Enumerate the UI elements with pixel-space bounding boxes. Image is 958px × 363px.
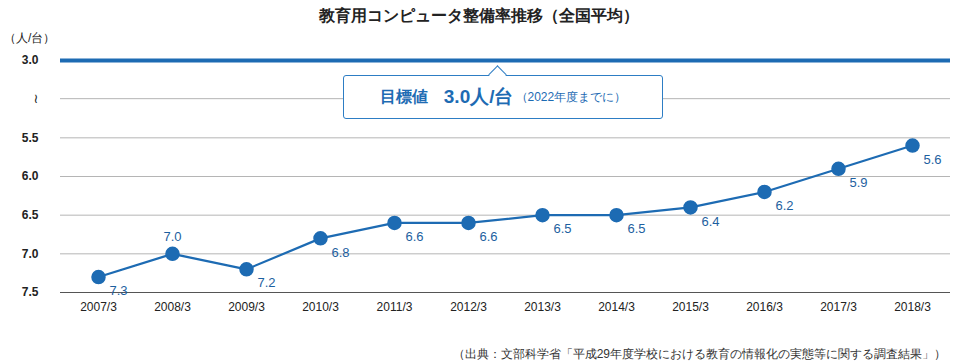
svg-text:5.6: 5.6 bbox=[923, 152, 941, 167]
svg-text:2012/3: 2012/3 bbox=[450, 300, 487, 314]
html-text:（人/台）: （人/台） bbox=[4, 31, 56, 45]
svg-text:6.6: 6.6 bbox=[405, 229, 423, 244]
svg-text:2008/3: 2008/3 bbox=[154, 300, 191, 314]
svg-text:5.9: 5.9 bbox=[849, 175, 867, 190]
svg-text:7.0: 7.0 bbox=[163, 229, 181, 244]
html-text:教育用コンピュータ整備率推移（全国平均）: 教育用コンピュータ整備率推移（全国平均） bbox=[319, 7, 639, 24]
svg-text:7.0: 7.0 bbox=[22, 247, 39, 261]
svg-text:2011/3: 2011/3 bbox=[377, 300, 413, 314]
html-text:目標値: 目標値 bbox=[379, 87, 428, 105]
svg-text:2009/3: 2009/3 bbox=[228, 300, 265, 314]
svg-text:2017/3: 2017/3 bbox=[820, 300, 857, 314]
svg-text:7.3: 7.3 bbox=[109, 283, 127, 298]
svg-text:2007/3: 2007/3 bbox=[80, 300, 117, 314]
svg-text:≀: ≀ bbox=[33, 91, 38, 106]
svg-text:7.2: 7.2 bbox=[257, 275, 275, 290]
svg-text:2014/3: 2014/3 bbox=[598, 300, 635, 314]
svg-text:6.5: 6.5 bbox=[553, 221, 571, 236]
svg-text:2015/3: 2015/3 bbox=[672, 300, 709, 314]
svg-text:2010/3: 2010/3 bbox=[302, 300, 339, 314]
svg-text:2013/3: 2013/3 bbox=[524, 300, 561, 314]
svg-text:6.4: 6.4 bbox=[701, 214, 719, 229]
svg-text:2018/3: 2018/3 bbox=[894, 300, 931, 314]
html-text:（出典：文部科学省「平成29年度学校における教育の情報化の実: （出典：文部科学省「平成29年度学校における教育の情報化の実態等に関する調査結果… bbox=[452, 347, 946, 361]
svg-text:2016/3: 2016/3 bbox=[746, 300, 783, 314]
html-text:3.0人/台（2022年度までに）: 3.0人/台（2022年度までに） bbox=[443, 86, 627, 107]
svg-text:6.8: 6.8 bbox=[331, 245, 349, 260]
svg-text:6.0: 6.0 bbox=[22, 169, 39, 183]
svg-text:6.5: 6.5 bbox=[627, 221, 645, 236]
svg-text:6.2: 6.2 bbox=[775, 198, 793, 213]
svg-text:6.6: 6.6 bbox=[479, 229, 497, 244]
svg-text:6.5: 6.5 bbox=[22, 208, 39, 222]
svg-text:3.0: 3.0 bbox=[22, 53, 39, 67]
svg-text:7.5: 7.5 bbox=[22, 285, 39, 299]
svg-text:5.5: 5.5 bbox=[22, 131, 39, 145]
